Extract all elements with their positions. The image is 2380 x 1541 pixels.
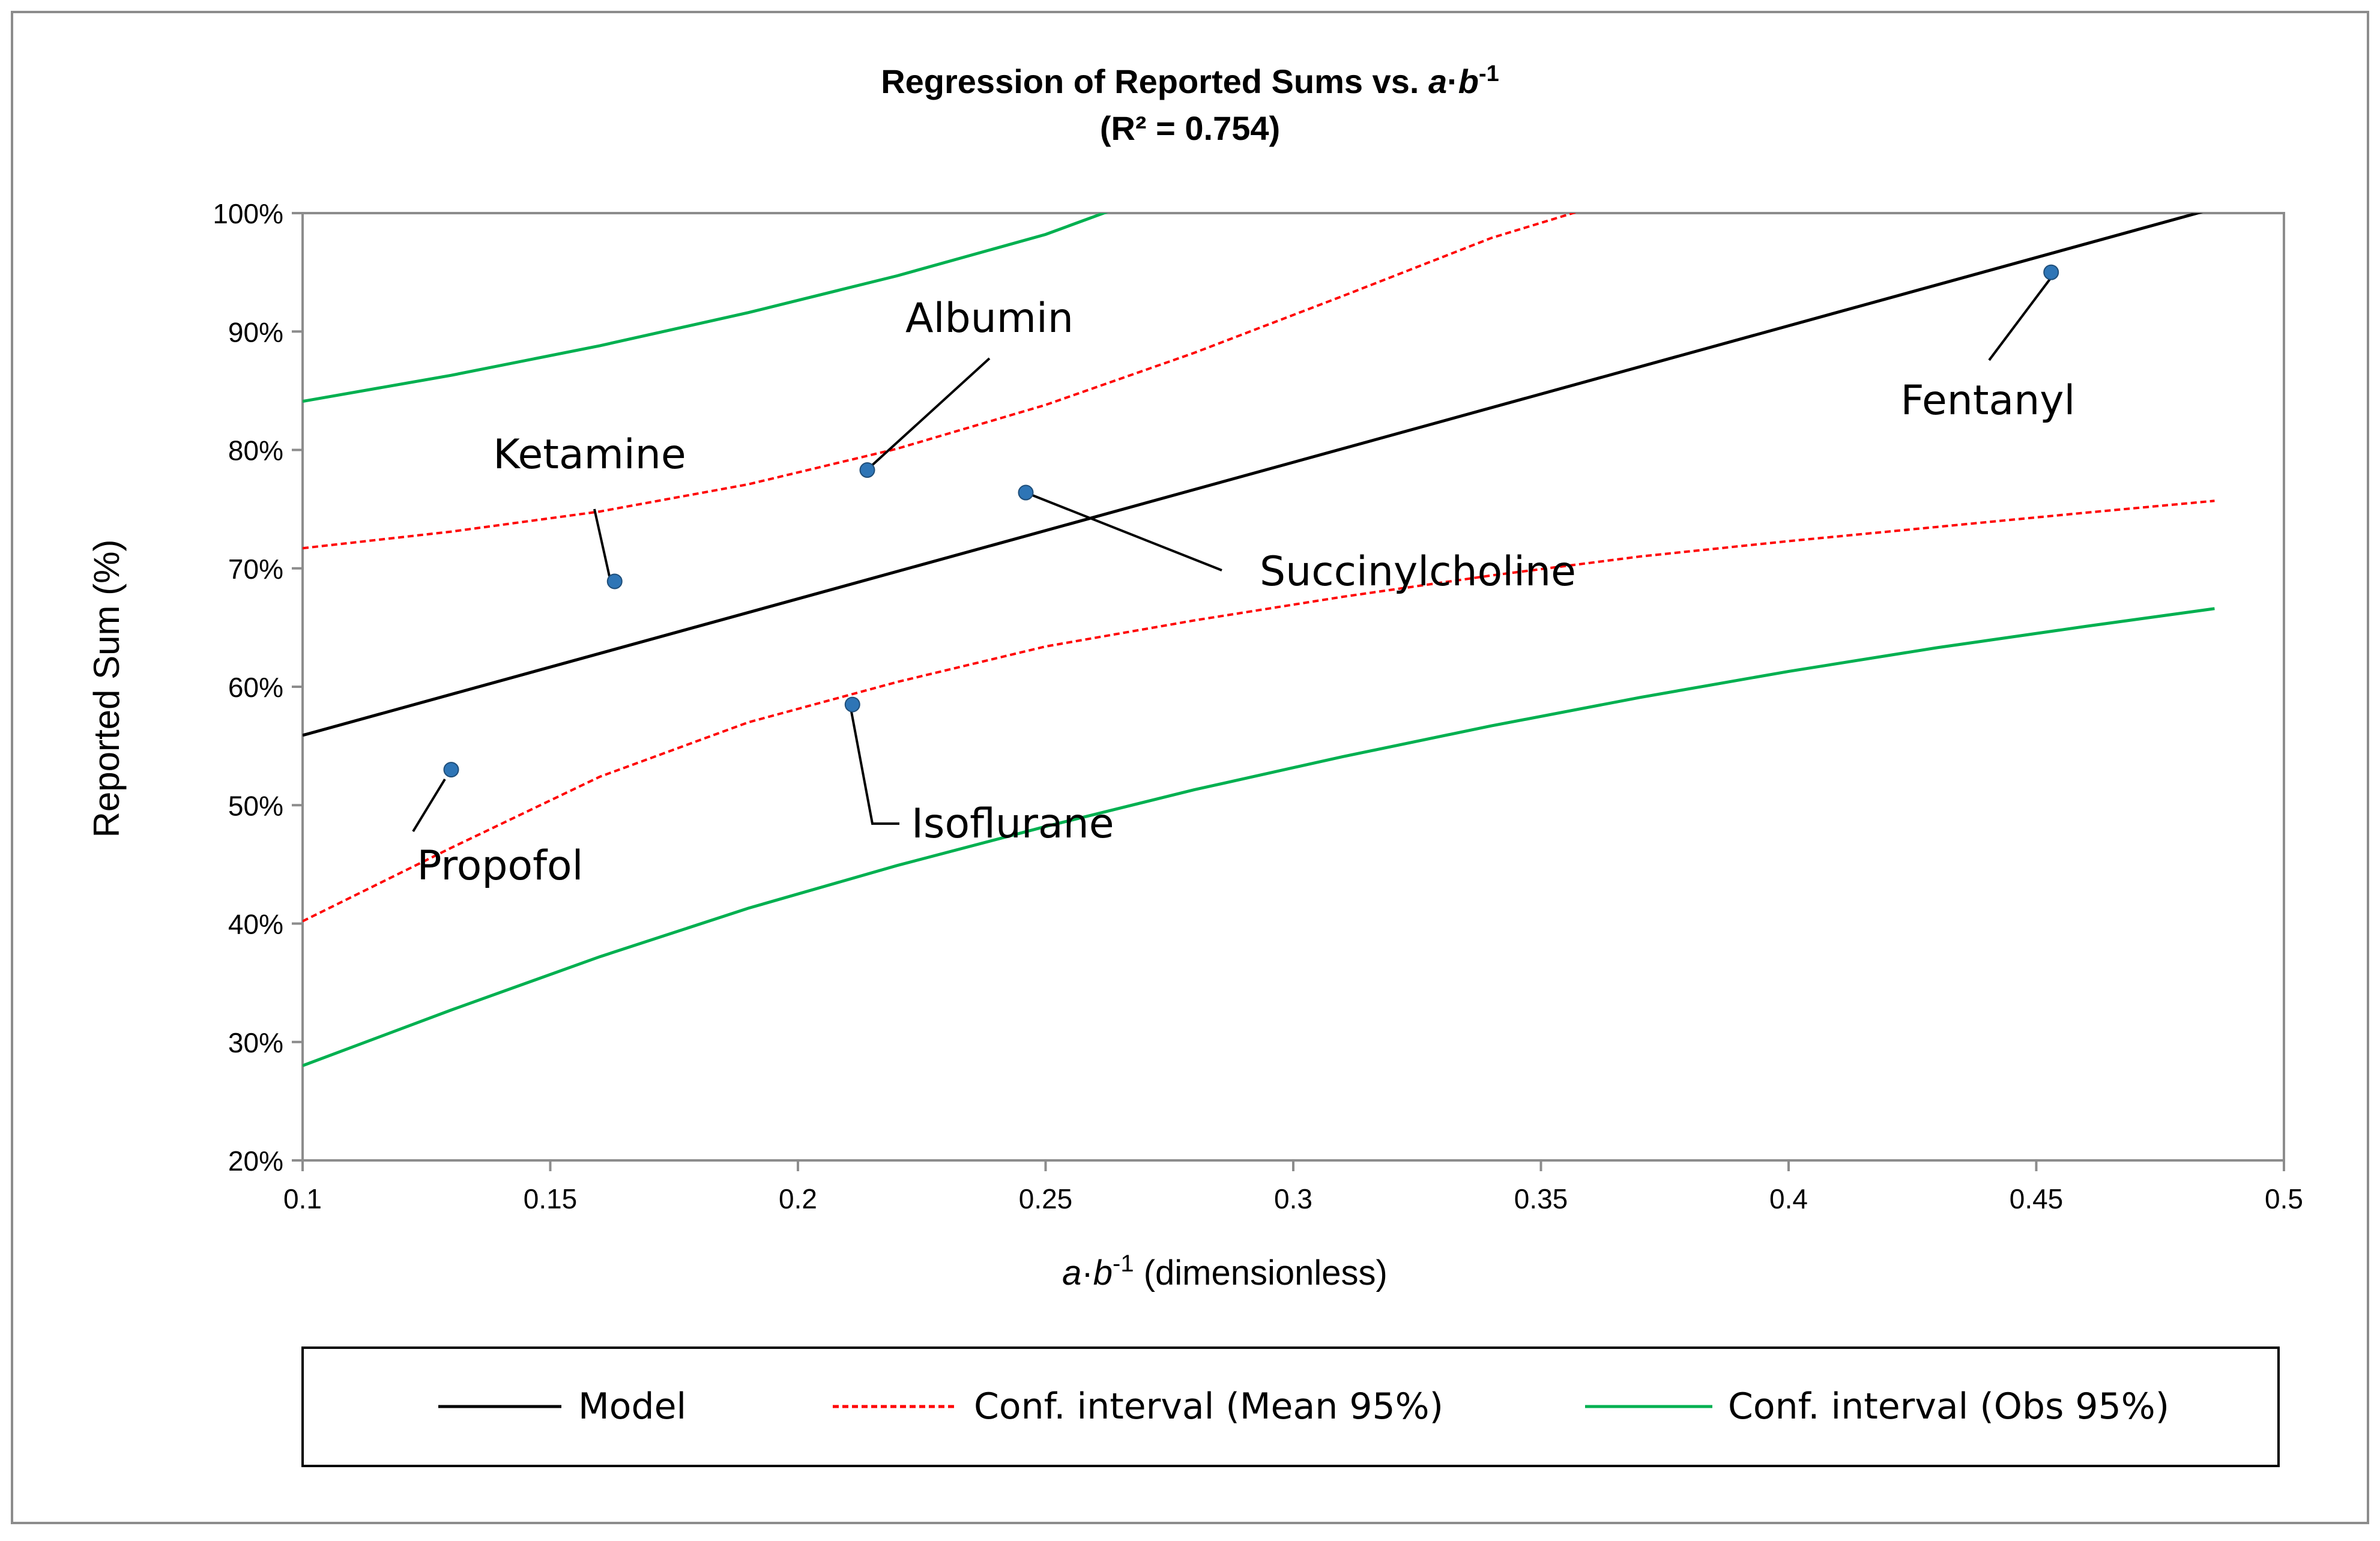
data-point-isoflurane	[844, 696, 860, 713]
point-label-albumin: Albumin	[905, 295, 1074, 342]
x-tick-label: 0.45	[2010, 1183, 2064, 1214]
y-tick-label: 70%	[228, 553, 283, 585]
legend-item-mean-ci: Conf. interval (Mean 95%)	[833, 1386, 1443, 1428]
model-line	[303, 213, 2203, 737]
plot-area: 20% 30% 40% 50% 60% 70% 80% 90% 100% 0.1 0.15 0.2 0.…	[213, 198, 2303, 1214]
data-point-ketamine	[606, 573, 623, 590]
data-point-albumin	[859, 462, 875, 478]
chart-border	[11, 11, 2369, 1524]
leader-line-isoflurane	[850, 708, 899, 825]
data-point-propofol	[443, 762, 459, 778]
x-tick-label: 0.3	[1274, 1183, 1312, 1214]
y-axis-label: Reported Sum (%)	[86, 540, 127, 838]
point-label-propofol: Propofol	[417, 842, 583, 890]
legend-item-model: Model	[438, 1386, 686, 1428]
x-tick-label: 0.15	[524, 1183, 578, 1214]
legend-item-obs-ci: Conf. interval (Obs 95%)	[1585, 1386, 2169, 1428]
legend-box	[301, 1346, 2280, 1467]
point-label-succinylcholine: Succinylcholine	[1260, 548, 1576, 596]
mean-ci-line	[303, 499, 2215, 923]
point-label-fentanyl: Fentanyl	[1901, 377, 2076, 424]
leader-line-fentanyl	[1988, 275, 2053, 361]
point-label-isoflurane: Isoflurane	[911, 800, 1114, 848]
x-tick-label: 0.35	[1514, 1183, 1568, 1214]
chart-subtitle: (R² = 0.754)	[1100, 109, 1280, 147]
chart-title: Regression of Reported Sums vs. a·b-1	[881, 61, 1499, 100]
legend-label-mean-ci: Conf. interval (Mean 95%)	[974, 1386, 1443, 1428]
series-group	[303, 213, 2215, 1067]
legend-label-obs-ci: Conf. interval (Obs 95%)	[1728, 1386, 2169, 1428]
leader-line-propofol	[412, 778, 446, 833]
y-tick-label: 40%	[228, 909, 283, 940]
y-tick-label: 60%	[228, 672, 283, 703]
mean-ci-line	[303, 213, 1577, 550]
data-point-succinylcholine	[1018, 484, 1034, 501]
x-tick-label: 0.5	[2265, 1183, 2303, 1214]
leader-line-albumin	[868, 357, 991, 469]
leader-line-ketamine	[593, 508, 611, 577]
y-tick-label: 80%	[228, 435, 283, 466]
y-tick-label: 100%	[213, 198, 283, 229]
legend: Model Conf. interval (Mean 95%) Conf. in…	[301, 1346, 2280, 1467]
x-tick-label: 0.1	[283, 1183, 322, 1214]
leader-line-succinylcholine	[1027, 492, 1222, 571]
x-tick-label: 0.25	[1019, 1183, 1073, 1214]
y-tick-label: 90%	[228, 316, 283, 348]
x-tick-label: 0.4	[1769, 1183, 1808, 1214]
legend-label-model: Model	[578, 1386, 686, 1428]
obs-ci-line	[303, 607, 2215, 1067]
data-point-fentanyl	[2043, 264, 2059, 280]
y-tick-label: 50%	[228, 790, 283, 821]
x-tick-label: 0.2	[779, 1183, 817, 1214]
obs-ci-line	[303, 213, 1108, 403]
y-tick-label: 20%	[228, 1145, 283, 1177]
x-axis-label: a·b-1 (dimensionless)	[1062, 1250, 1388, 1292]
y-tick-label: 30%	[228, 1027, 283, 1058]
point-label-ketamine: Ketamine	[493, 431, 686, 478]
